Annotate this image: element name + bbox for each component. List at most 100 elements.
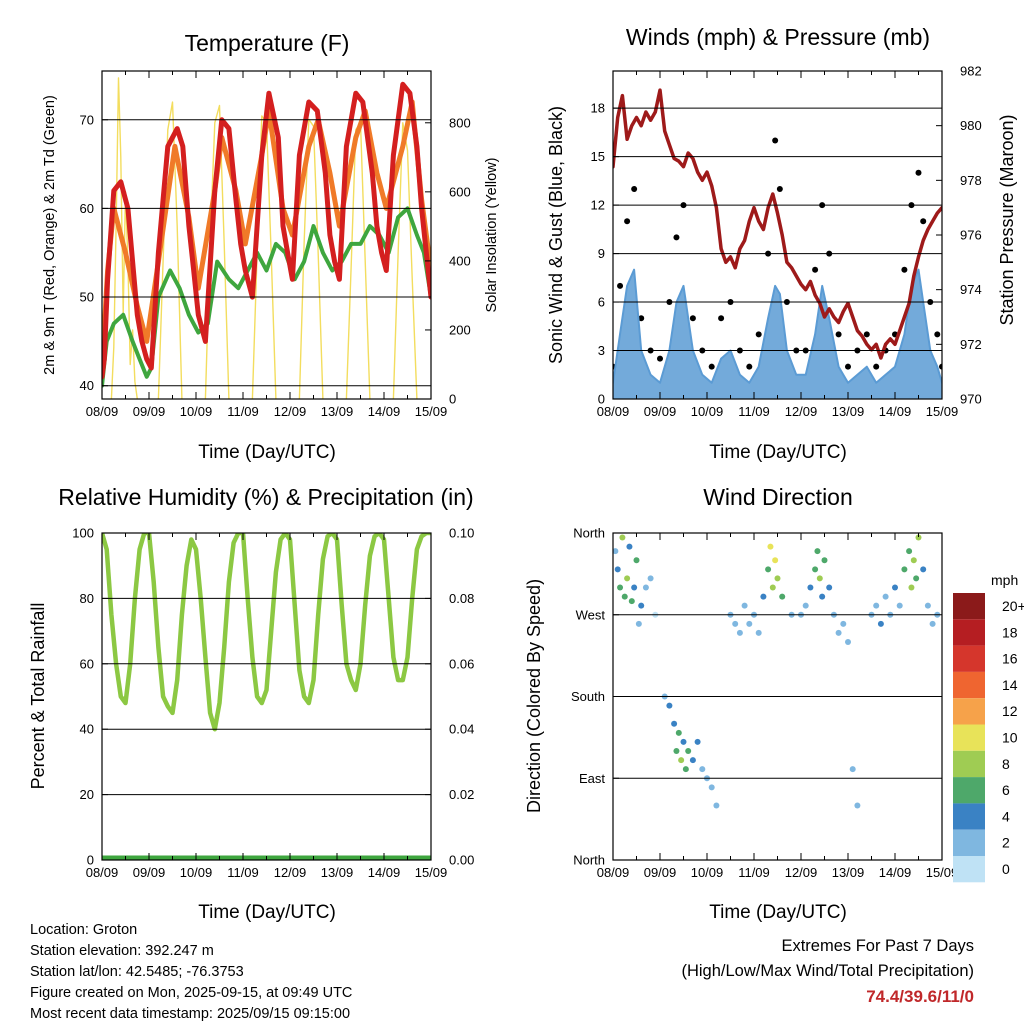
extremes-title: Extremes For Past 7 Days [781,937,974,955]
humidity-ylabel: Percent & Total Rainfall [28,603,48,790]
legend-label: 8 [1002,756,1010,772]
temperature-xtick-label: 14/09 [368,404,401,419]
humidity-xlabel: Time (Day/UTC) [198,902,336,923]
humidity-xtick-label: 13/09 [321,865,354,880]
humidity-y2tick-label: 0.06 [449,656,474,671]
wind-direction-point [638,602,645,609]
legend-swatch [953,698,985,725]
winds-ytick-label: 0 [598,392,605,407]
wind-direction-point [826,584,833,591]
sonic-wind-area [613,269,942,399]
temperature-ytick-label: 40 [80,378,94,393]
wind-direction-point [849,766,856,773]
winds-y2tick-label: 976 [960,228,982,243]
legend-label: 18 [1002,624,1018,640]
wind-direction-point [774,575,781,582]
gust-point [631,185,638,192]
solar-insolation-line [298,118,324,399]
humidity-y2tick-label: 0.02 [449,787,474,802]
wind-direction-point [821,557,828,564]
direction-xtick-label: 13/09 [832,865,865,880]
legend-title: mph [991,572,1018,588]
winds-xtick-label: 11/09 [738,404,770,419]
gust-point [939,363,942,370]
gust-point [689,315,696,322]
gust-point [772,137,779,144]
wind-direction-point [779,593,786,600]
gust-point [920,218,927,225]
wind-direction-point [767,543,774,550]
wind-direction-point [642,584,649,591]
gust-point [845,363,851,370]
humidity-ytick-label: 80 [80,591,94,606]
relative-humidity-line [102,533,431,732]
wind-direction-xlabel: Time (Day/UTC) [709,902,847,923]
winds-xtick-label: 10/09 [691,404,724,419]
wind-direction-point [675,729,682,736]
winds-xtick-label: 09/09 [644,404,677,419]
legend-label: 20+ [1002,598,1024,614]
sonic-wind-line [613,268,942,384]
humidity-y2tick-label: 0.04 [449,722,474,737]
legend-label: 16 [1002,651,1018,667]
temperature-ytick-label: 60 [80,201,94,216]
temperature-ytick-label: 50 [80,290,94,305]
direction-xtick-label: 08/09 [597,865,630,880]
wind-direction-point [685,748,692,754]
winds-y2label: Station Pressure (Maroon) [997,114,1017,325]
wind-direction-point [882,593,889,600]
wind-direction-point [840,620,847,627]
winds-y2tick-label: 978 [960,173,982,188]
gust-point [835,331,842,338]
humidity-y2tick-label: 0.10 [449,526,474,541]
legend-label: 2 [1002,835,1010,851]
wind-direction-point [741,602,748,609]
temperature-y2label: Solar Insolation (Yellow) [484,157,500,312]
wind-direction-point [732,620,739,627]
wind-direction-ylabel: Direction (Colored By Speed) [524,579,544,813]
humidity-xtick-label: 15/09 [415,865,448,880]
gust-point [657,355,663,362]
wind-direction-point [760,593,767,600]
wind-direction-point [617,584,624,591]
wind-direction-point [772,557,779,564]
wind-direction-point [736,629,743,636]
wind-direction-point [892,584,898,591]
legend-swatch [953,724,985,751]
wind-direction-point [913,575,920,582]
gust-point [901,266,908,273]
wind-direction-point [713,802,720,809]
winds-xtick-label: 15/09 [926,404,959,419]
wind-speed-legend: mph 20+ 18 16 14 12 10 8 6 4 2 0 [953,572,1024,883]
temp-2m-line [102,81,431,380]
winds-xtick-label: 12/09 [785,404,818,419]
humidity-xtick-label: 09/09 [133,865,166,880]
winds-xtick-label: 14/09 [879,404,912,419]
humidity-title: Relative Humidity (%) & Precipitation (i… [58,484,473,510]
humidity-xtick-label: 10/09 [180,865,213,880]
humidity-ytick-label: 100 [72,526,94,541]
wind-direction-point [666,702,673,709]
wind-direction-point [908,584,915,591]
wind-direction-point [765,566,772,573]
winds-panel: 08/09 09/09 10/09 11/09 12/09 13/09 14/09 15/09… [591,64,982,420]
humidity-ytick-label: 60 [80,656,94,671]
winds-xtick-label: 13/09 [832,404,865,419]
wind-direction-point [680,738,687,745]
wind-direction-point [802,602,809,609]
wind-direction-point [671,720,678,727]
wind-direction-point [614,566,621,573]
winds-y2tick-label: 982 [960,64,982,79]
gust-point [812,266,819,273]
gust-point [638,315,645,322]
gust-point [755,331,762,338]
direction-xtick-label: 09/09 [644,865,677,880]
wind-direction-point [920,566,927,573]
gust-point [915,169,922,176]
wind-direction-panel: 08/09 09/09 10/09 11/09 12/09 13/09 14/09 15/09… [571,526,958,881]
humidity-ytick-label: 0 [87,853,94,868]
temperature-title: Temperature (F) [185,30,350,56]
recent-data-text: Most recent data timestamp: 2025/09/15 0… [30,1006,351,1022]
winds-y2tick-label: 970 [960,392,982,407]
winds-ylabel: Sonic Wind & Gust (Blue, Black) [546,106,566,364]
